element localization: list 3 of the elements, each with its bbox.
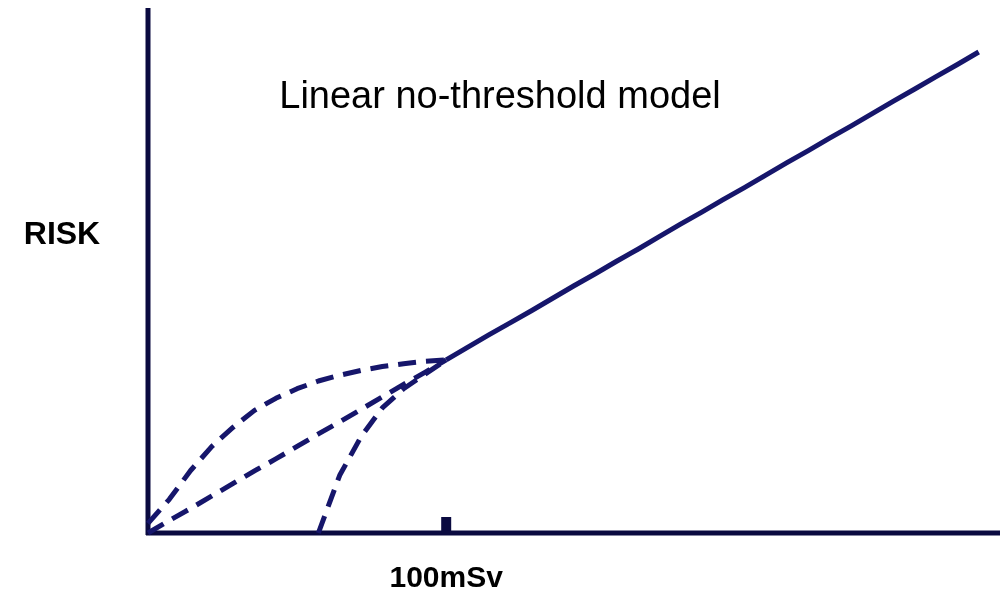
text: 100mSv — [389, 560, 504, 593]
y-axis-title: RISK — [23, 215, 101, 251]
text: Linear no-threshold model — [279, 74, 721, 116]
